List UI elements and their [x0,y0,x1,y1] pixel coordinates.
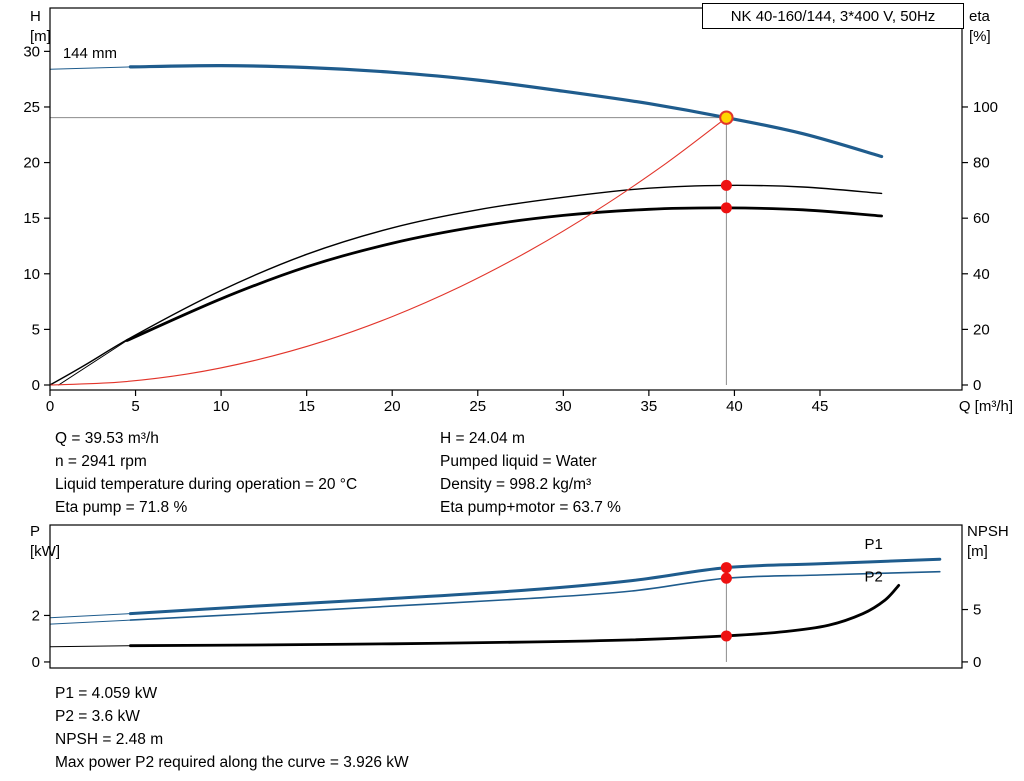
p2-point [720,572,732,584]
npsh-lead [49,645,131,648]
right-axis-title: [%] [969,28,991,45]
duty-info-left-column: Q = 39.53 m³/h n = 2941 rpm Liquid tempe… [55,427,440,519]
npsh-point [720,630,732,642]
system-curve [49,117,727,386]
power-p1-line: P1 = 4.059 kW [55,685,158,702]
p1-point [720,562,732,574]
power-npsh-line: NPSH = 2.48 m [55,731,164,748]
power-p2-line: P2 = 3.6 kW [55,708,140,725]
right-axis-title: [m] [967,543,988,560]
duty-head-line: H = 24.04 m [440,430,525,447]
x-tick-label: 40 [726,398,743,415]
left-axis-title: P [30,523,40,540]
power-info-block: P1 = 4.059 kW P2 = 3.6 kW NPSH = 2.48 m … [55,682,409,774]
eta-pump-point [720,179,732,191]
duty-liquid-line: Pumped liquid = Water [440,453,597,470]
y-left-tick-label: 25 [23,99,40,116]
y-left-tick-label: 2 [32,607,40,624]
y-left-tick-label: 5 [32,321,40,338]
y-right-tick-label: 40 [973,266,990,283]
duty-eta-pump-line: Eta pump = 71.8 % [55,499,188,516]
curve-label-p2: P2 [864,569,882,586]
left-axis-title: H [30,8,41,25]
duty-density-line: Density = 998.2 kg/m³ [440,476,592,493]
y-right-tick-label: 20 [973,321,990,338]
y-right-tick-label: 80 [973,155,990,172]
y-left-tick-label: 0 [32,377,40,394]
x-tick-label: 0 [46,398,54,415]
x-tick-label: 5 [131,398,139,415]
p2-curve [129,570,941,621]
left-axis-title: [m] [30,28,51,45]
right-axis-title: eta [969,8,991,25]
y-right-tick-label: 0 [973,377,981,394]
pump-model-label: NK 40-160/144, 3*400 V, 50Hz [702,3,964,29]
y-right-tick-label: 5 [973,602,981,619]
duty-speed-line: n = 2941 rpm [55,453,147,470]
qh-eta-chart: 0 5 10 15 20 25 30 35 40 45 0 5 10 15 20 25 30 0 20 40 60 80 1… [23,7,1013,415]
plot-border [49,7,963,391]
head-curve-lead [49,66,131,70]
duty-point [719,110,734,125]
eta-pump-curve [49,184,883,386]
p1-curve [128,557,942,616]
y-left-tick-label: 10 [23,266,40,283]
duty-temperature-line: Liquid temperature during operation = 20… [55,476,358,493]
eta-pump-motor-point [720,202,732,214]
head-curve [128,63,884,159]
curve-label-p1: P1 [864,536,882,553]
y-left-tick-label: 30 [23,43,40,60]
x-tick-label: 15 [298,398,315,415]
power-max-p2-line: Max power P2 required along the curve = … [55,754,409,771]
duty-flow-line: Q = 39.53 m³/h [55,430,159,447]
power-npsh-chart: 0 2 0 5 P [kW] NPSH [m] P1 P2 [30,523,1009,671]
x-axis-title: Q [m³/h] [959,398,1013,415]
eta-pump-motor-lead [58,340,128,386]
duty-eta-total-line: Eta pump+motor = 63.7 % [440,499,621,516]
right-axis-title: NPSH [967,523,1009,540]
x-tick-label: 25 [469,398,486,415]
y-right-tick-label: 0 [973,654,981,671]
plot-border [49,524,963,669]
y-right-tick-label: 60 [973,210,990,227]
p2-lead [49,619,131,625]
x-tick-label: 20 [384,398,401,415]
eta-pump-motor-curve [125,206,883,342]
y-right-tick-label: 100 [973,99,998,116]
npsh-curve [129,584,901,648]
y-left-tick-label: 15 [23,210,40,227]
curve-label-144-mm: 144 mm [63,45,117,62]
p1-lead [49,613,131,619]
x-tick-label: 35 [641,398,658,415]
duty-info-block: Q = 39.53 m³/h n = 2941 rpm Liquid tempe… [55,427,621,519]
duty-info-right-column: H = 24.04 m Pumped liquid = Water Densit… [440,427,621,519]
x-tick-label: 45 [812,398,829,415]
x-tick-label: 10 [213,398,230,415]
y-left-tick-label: 0 [32,654,40,671]
left-axis-title: [kW] [30,543,60,560]
x-tick-label: 30 [555,398,572,415]
y-left-tick-label: 20 [23,155,40,172]
